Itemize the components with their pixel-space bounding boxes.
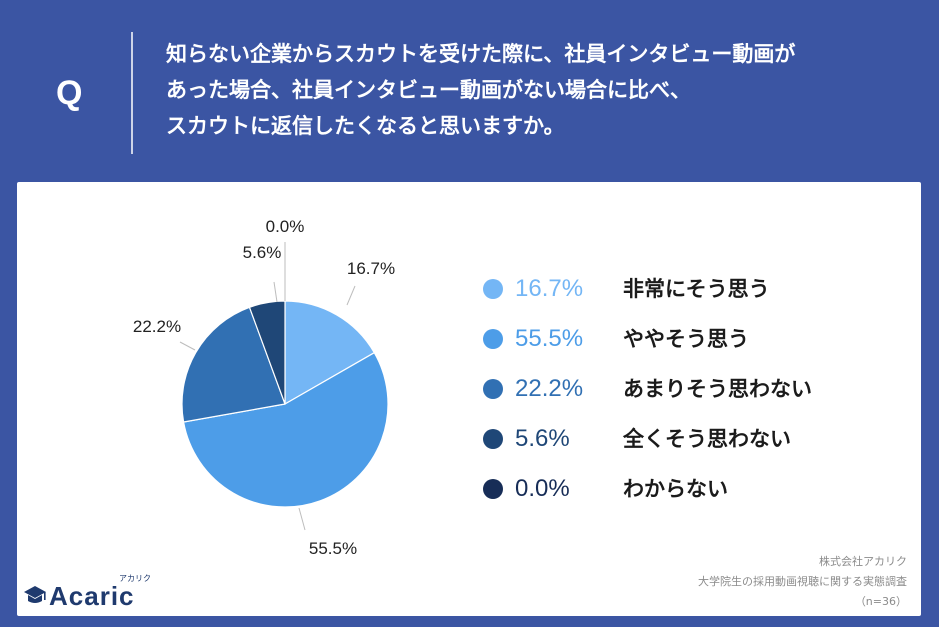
legend-swatch	[483, 379, 503, 399]
question-line: スカウトに返信したくなると思いますか。	[166, 114, 565, 138]
logo-kana: アカリク	[119, 574, 151, 583]
legend-swatch	[483, 429, 503, 449]
pie-slice	[182, 351, 389, 508]
legend-value: 5.6%	[515, 425, 570, 452]
source-note: 株式会社アカリク 大学院生の採用動画視聴に関する実態調査 （n=36）	[698, 552, 907, 612]
slice-value-label: 16.7%	[347, 259, 395, 278]
slice-value-label: 0.0%	[266, 217, 305, 236]
pie-slice	[181, 306, 286, 423]
chart-legend: 16.7% 非常にそう思う 55.5% ややそう思う 22.2% あまりそう思わ…	[483, 272, 863, 522]
legend-value: 0.0%	[515, 475, 570, 502]
legend-item: 22.2% あまりそう思わない	[483, 372, 863, 422]
legend-label: ややそう思う	[623, 327, 749, 351]
legend-value: 16.7%	[515, 275, 584, 302]
graduation-cap-icon	[24, 586, 46, 603]
legend-swatch	[483, 479, 503, 499]
slice-leader-line	[179, 341, 196, 351]
question-line: あった場合、社員インタビュー動画がない場合に比べ、	[166, 78, 691, 102]
legend-value: 22.2%	[515, 375, 584, 402]
legend-item: 5.6% 全くそう思わない	[483, 422, 863, 472]
question-marker: Q	[56, 74, 83, 112]
question-line: 知らない企業からスカウトを受けた際に、社員インタビュー動画が	[166, 42, 796, 66]
chart-panel: 16.7% 55.5% 22.2% 5.6% 0.0% 16.7% 非常にそう思う 55…	[17, 182, 921, 616]
legend-label: 全くそう思わない	[623, 427, 791, 451]
pie-chart: 16.7% 55.5% 22.2% 5.6% 0.0%	[133, 217, 395, 558]
slice-value-label: 55.5%	[309, 539, 357, 558]
source-survey: 大学院生の採用動画視聴に関する実態調査	[698, 575, 907, 588]
legend-item: 16.7% 非常にそう思う	[483, 272, 863, 322]
logo-wordmark: Acaric	[49, 581, 135, 611]
source-company: 株式会社アカリク	[819, 555, 907, 568]
acaric-logo: Acaric アカリク	[23, 574, 163, 613]
slice-value-label: 22.2%	[133, 317, 181, 336]
legend-label: わからない	[623, 477, 728, 501]
legend-item: 0.0% わからない	[483, 472, 863, 522]
slice-leader-line	[273, 281, 278, 303]
legend-value: 55.5%	[515, 325, 584, 352]
legend-swatch	[483, 279, 503, 299]
legend-swatch	[483, 329, 503, 349]
legend-label: あまりそう思わない	[623, 377, 812, 401]
source-sample-size: （n=36）	[854, 595, 907, 608]
header-divider	[131, 32, 133, 154]
pie-slice	[284, 300, 376, 406]
question-text: 知らない企業からスカウトを受けた際に、社員インタビュー動画が あった場合、社員イ…	[166, 36, 926, 144]
legend-label: 非常にそう思う	[623, 277, 770, 301]
slice-value-label: 5.6%	[243, 243, 282, 262]
legend-item: 55.5% ややそう思う	[483, 322, 863, 372]
slice-leader-line	[346, 285, 356, 306]
slice-leader-line	[298, 507, 306, 531]
